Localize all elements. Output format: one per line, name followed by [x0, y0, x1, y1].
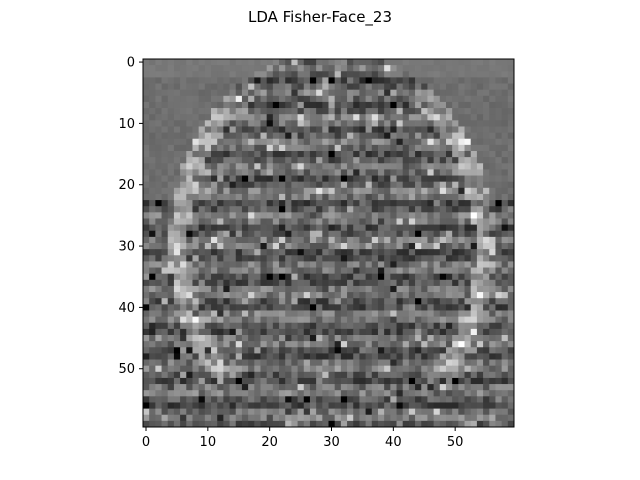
- x-tick-label: 0: [142, 435, 150, 450]
- y-tick-label: 10: [118, 117, 135, 132]
- fisherface-image: [143, 59, 515, 428]
- y-tick-label: 0: [127, 56, 135, 71]
- y-tick-label: 20: [118, 178, 135, 193]
- x-tick-label: 20: [261, 435, 278, 450]
- figure-title: LDA Fisher-Face_23: [247, 8, 393, 26]
- x-tick-label: 40: [385, 435, 402, 450]
- y-tick-label: 50: [118, 362, 135, 377]
- y-axis: 0 10 20 30 40 50: [118, 56, 143, 377]
- x-tick-label: 10: [200, 435, 217, 450]
- x-tick-label: 30: [323, 435, 340, 450]
- y-tick-label: 40: [118, 301, 135, 316]
- y-tick-label: 30: [118, 240, 135, 255]
- x-tick-label: 50: [447, 435, 464, 450]
- x-axis: 0 10 20 30 40 50: [142, 427, 464, 450]
- axes-frame: [142, 58, 515, 428]
